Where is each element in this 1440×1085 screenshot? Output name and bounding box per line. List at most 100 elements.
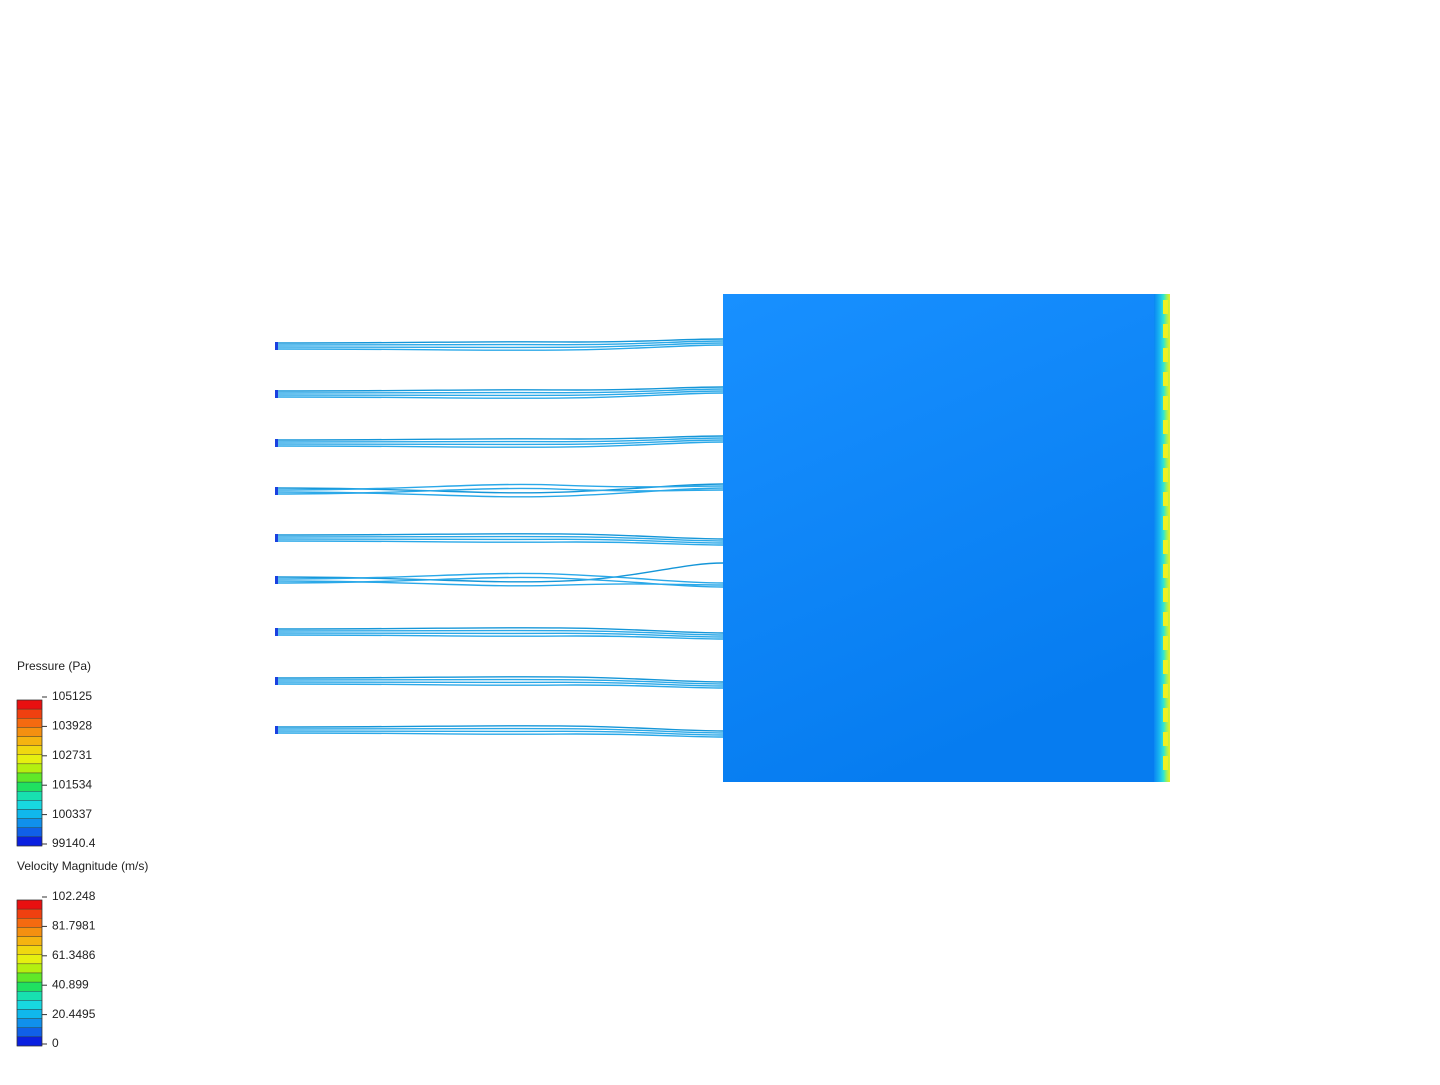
legend-tick-label: 99140.4 (52, 836, 96, 850)
seed-marker (275, 439, 278, 447)
legend-tick-label: 102731 (52, 748, 92, 762)
color-band (16, 991, 43, 1001)
streamline (275, 392, 724, 399)
edge-highlight (1163, 756, 1168, 770)
seed-marker (275, 628, 278, 636)
streamline (275, 681, 724, 687)
streamline (275, 386, 724, 392)
color-band (16, 809, 43, 819)
streamline (275, 441, 724, 448)
color-bar-frame (16, 899, 43, 1047)
color-band (16, 736, 43, 746)
color-band (16, 708, 43, 719)
edge-highlight (1163, 564, 1168, 578)
color-band (16, 963, 43, 974)
legend-tick-label: 0 (52, 1036, 59, 1050)
color-band (16, 972, 43, 983)
streamline (275, 487, 724, 498)
streamline (275, 732, 724, 738)
legends: Pressure (Pa) 105125 103928 102731 101534 100… (16, 659, 148, 1050)
color-band (16, 745, 43, 755)
streamline (275, 435, 724, 441)
edge-highlight (1163, 612, 1168, 626)
color-band (16, 1000, 43, 1010)
legend-title: Pressure (Pa) (17, 659, 91, 673)
legend-title: Velocity Magnitude (m/s) (17, 859, 148, 873)
streamline (275, 533, 724, 540)
edge-highlight (1163, 492, 1168, 506)
edge-highlight (1163, 396, 1168, 410)
seed-marker (275, 534, 278, 542)
streamline (275, 580, 724, 587)
color-band (16, 836, 43, 847)
streamline (275, 338, 724, 344)
streamlines (275, 338, 724, 738)
seed-marker (275, 677, 278, 685)
streamline (275, 727, 724, 734)
edge-highlight (1163, 420, 1168, 434)
streamline (275, 632, 724, 638)
streamline (275, 487, 724, 495)
streamline (275, 562, 724, 583)
color-band (16, 727, 43, 737)
color-band (16, 699, 43, 710)
edge-highlight (1163, 588, 1168, 602)
color-band (16, 781, 43, 792)
seed-marker (275, 342, 278, 350)
edge-highlight (1163, 324, 1168, 338)
seed-marker (275, 576, 278, 584)
streamline (275, 390, 724, 397)
color-band (16, 899, 43, 910)
color-band (16, 827, 43, 838)
seed-marker (275, 390, 278, 398)
color-band (16, 1018, 43, 1028)
edge-highlight (1163, 708, 1168, 722)
streamline (275, 540, 724, 546)
streamline (275, 683, 724, 689)
color-band (16, 981, 43, 992)
streamline (275, 629, 724, 636)
color-band (16, 927, 43, 937)
streamline (275, 483, 724, 494)
seed-marker (275, 487, 278, 495)
streamline (275, 627, 724, 634)
legend-tick-label: 20.4495 (52, 1007, 96, 1021)
legend-tick-label: 102.248 (52, 889, 96, 903)
color-band (16, 718, 43, 728)
legend-tick-label: 40.899 (52, 977, 89, 991)
legend-tick-label: 103928 (52, 719, 92, 733)
streamline (275, 388, 724, 394)
edge-highlight (1163, 540, 1168, 554)
streamline (275, 483, 724, 491)
streamline (275, 634, 724, 640)
edge-highlight (1163, 300, 1168, 314)
color-band (16, 800, 43, 810)
edge-highlight (1163, 372, 1168, 386)
seed-marker (275, 726, 278, 734)
streamline (275, 439, 724, 446)
edge-highlight (1163, 636, 1168, 650)
streamline (275, 535, 724, 542)
streamline (275, 725, 724, 732)
streamline (275, 730, 724, 736)
color-band (16, 763, 43, 774)
domain-block (723, 294, 1170, 782)
color-bar-frame (16, 699, 43, 847)
streamline (275, 437, 724, 443)
color-band (16, 908, 43, 919)
streamline (275, 342, 724, 349)
color-band (16, 1027, 43, 1038)
streamline (275, 678, 724, 685)
color-band (16, 754, 43, 765)
legend-tick-label: 81.7981 (52, 919, 96, 933)
streamline (275, 538, 724, 544)
streamline (275, 676, 724, 683)
color-band (16, 772, 43, 783)
color-band (16, 791, 43, 801)
edge-highlight (1163, 468, 1168, 482)
legend-tick-label: 101534 (52, 777, 92, 791)
streamline (275, 572, 724, 584)
edge-highlight (1163, 348, 1168, 362)
